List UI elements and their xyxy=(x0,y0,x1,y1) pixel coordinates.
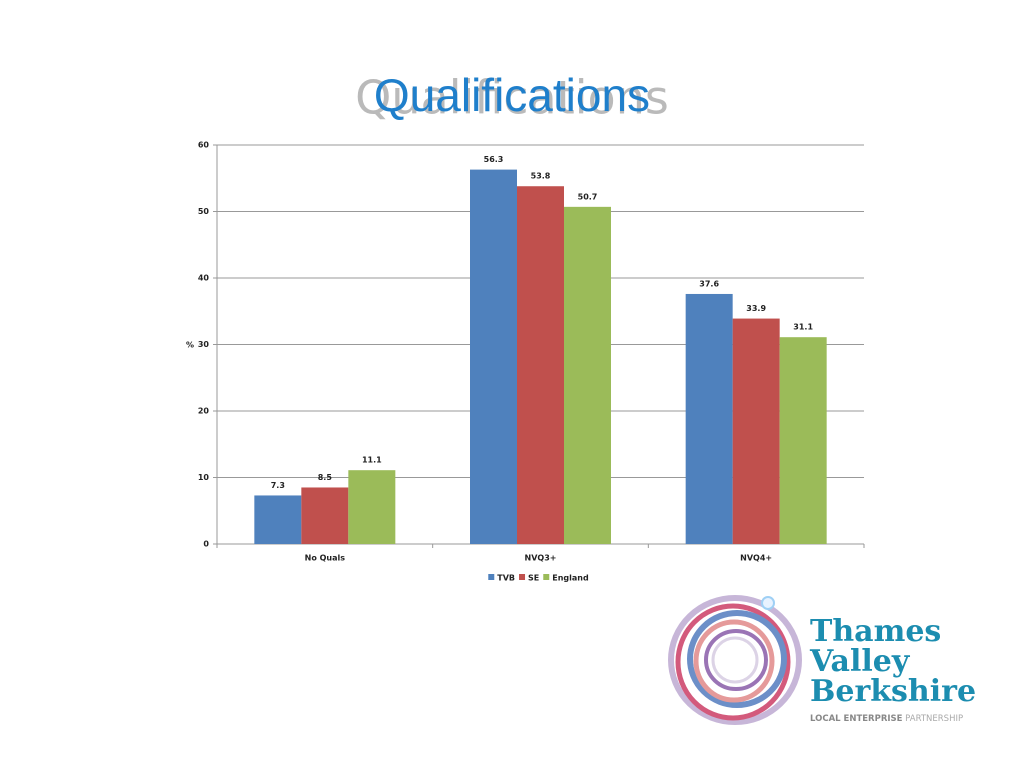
bar xyxy=(564,206,611,544)
value-label: 50.7 xyxy=(578,192,598,201)
title-shadow: Qualifications xyxy=(355,71,669,125)
x-tick-label: No Quals xyxy=(305,554,346,563)
value-label: 8.5 xyxy=(318,473,333,482)
y-tick-label: 30 xyxy=(198,340,210,349)
bar xyxy=(732,318,780,544)
logo-tagline: LOCAL ENTERPRISE PARTNERSHIP xyxy=(810,714,963,724)
bar xyxy=(348,470,396,544)
y-tick-label: 50 xyxy=(198,207,210,216)
y-tick-label: 40 xyxy=(198,274,210,283)
bar xyxy=(517,186,564,545)
legend-swatch xyxy=(543,574,550,580)
y-tick-label: 10 xyxy=(198,473,210,482)
y-axis-label: % xyxy=(186,341,194,350)
bar xyxy=(254,495,302,544)
x-tick-label: NVQ4+ xyxy=(740,554,772,563)
legend-label: TVB xyxy=(497,574,515,583)
legend-swatch xyxy=(519,574,526,580)
tagline-bold: LOCAL ENTERPRISE xyxy=(810,714,903,724)
bar xyxy=(470,169,517,545)
value-label: 31.1 xyxy=(793,323,813,332)
bar xyxy=(301,487,349,544)
value-label: 53.8 xyxy=(531,172,551,181)
value-label: 33.9 xyxy=(746,304,766,313)
legend-label: England xyxy=(552,574,589,583)
y-tick-label: 0 xyxy=(203,540,209,549)
x-tick-label: NVQ3+ xyxy=(525,554,557,563)
tagline-light: PARTNERSHIP xyxy=(905,714,963,724)
value-label: 37.6 xyxy=(699,279,719,288)
value-label: 7.3 xyxy=(271,481,285,490)
legend-label: SE xyxy=(528,574,539,583)
y-tick-label: 20 xyxy=(198,407,210,416)
legend-swatch xyxy=(488,574,495,580)
bar xyxy=(779,337,827,544)
chart-title: Qualifications xyxy=(374,69,650,121)
value-label: 11.1 xyxy=(362,456,382,465)
logo-line: Valley xyxy=(809,644,911,679)
logo-line: Berkshire xyxy=(810,674,976,709)
logo-swirl xyxy=(668,595,802,725)
y-tick-label: 60 xyxy=(198,141,210,150)
value-label: 56.3 xyxy=(484,155,504,164)
logo: Thames Valley Berkshire LOCAL ENTERPRISE… xyxy=(668,595,976,725)
logo-line: Thames xyxy=(810,614,941,649)
bar xyxy=(685,293,733,544)
